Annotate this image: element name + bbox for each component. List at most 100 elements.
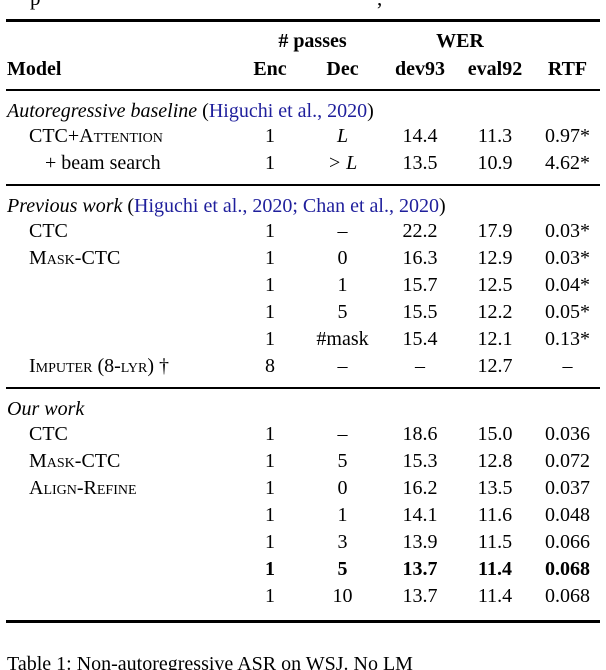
table-top-rule — [6, 19, 600, 22]
header-eval92: eval92 — [467, 58, 523, 80]
cell-model — [7, 583, 240, 610]
cell-eval92: 12.1 — [477, 328, 513, 350]
section-heading-text: ) — [439, 195, 446, 217]
cell-rtf: 0.03* — [545, 247, 590, 269]
cell-eval92: 10.9 — [477, 152, 513, 174]
cell-dec: 0 — [337, 477, 348, 499]
cell-dev93: – — [415, 355, 425, 377]
table-row: 1 1 15.7 12.5 0.04* — [0, 272, 606, 299]
cell-dev93: 13.7 — [402, 558, 438, 580]
cell-dev93: 16.3 — [402, 247, 438, 269]
cell-eval92: 11.4 — [478, 558, 512, 580]
cell-rtf: 0.13* — [545, 328, 590, 350]
cell-model — [7, 299, 240, 326]
citation-link[interactable]: Higuchi et al., 2020 — [134, 195, 293, 217]
cell-dec: 3 — [337, 531, 348, 553]
cell-enc: 1 — [265, 477, 275, 499]
table-section: Previous work (Higuchi et al., 2020; Cha… — [0, 186, 606, 387]
cell-enc: 1 — [265, 247, 275, 269]
citation-link[interactable]: Chan et al., 2020 — [302, 195, 439, 217]
cell-eval92: 13.5 — [477, 477, 513, 499]
header-enc: Enc — [253, 58, 287, 80]
header-dec: Dec — [326, 58, 359, 80]
cell-rtf: 4.62* — [545, 152, 590, 174]
cell-rtf: 0.068 — [545, 585, 590, 607]
cell-dec: 10 — [332, 585, 353, 607]
cell-model: Imputer (8-lyr) † — [29, 355, 170, 377]
table-row: Mask-CTC 1 5 15.3 12.8 0.072 — [0, 448, 606, 475]
cell-model: CTC+Attention — [29, 125, 163, 147]
cell-rtf: 0.068 — [545, 558, 590, 580]
header-wer-group: WER — [436, 30, 484, 52]
cell-dev93: 14.4 — [402, 125, 438, 147]
cell-dec: 1 — [337, 504, 348, 526]
cell-eval92: 11.5 — [477, 531, 513, 553]
cell-enc: 1 — [265, 531, 275, 553]
table-row: Imputer (8-lyr) † 8 – – 12.7 – — [0, 353, 606, 380]
clipped-glyph: , — [377, 0, 382, 11]
table-bottom-rule — [6, 620, 600, 623]
cell-dec: 5 — [337, 558, 348, 580]
cell-rtf: 0.072 — [545, 450, 590, 472]
cell-eval92: 12.2 — [477, 301, 513, 323]
cell-dec: – — [337, 355, 348, 377]
cell-dev93: 22.2 — [402, 220, 438, 242]
table-row: Mask-CTC 1 0 16.3 12.9 0.03* — [0, 245, 606, 272]
table-row: Align-Refine 1 0 16.2 13.5 0.037 — [0, 475, 606, 502]
cell-eval92: 11.6 — [477, 504, 513, 526]
cell-enc: 1 — [265, 274, 275, 296]
section-heading-text: Autoregressive baseline — [7, 100, 198, 122]
table-header-group-row: # passes WER — [0, 27, 606, 55]
cell-rtf: 0.03* — [545, 220, 590, 242]
table-caption: Table 1: Non-autoregressive ASR on WSJ. … — [7, 653, 413, 670]
cell-model — [7, 326, 240, 353]
citation-link[interactable]: Higuchi et al., 2020 — [208, 100, 368, 122]
cell-eval92: 11.4 — [477, 585, 513, 607]
cell-rtf: 0.048 — [545, 504, 590, 526]
cell-dec: – — [337, 220, 348, 242]
cell-rtf: 0.05* — [545, 301, 590, 323]
cell-enc: 1 — [265, 220, 275, 242]
cell-model: Mask-CTC — [29, 450, 121, 472]
cell-dev93: 16.2 — [402, 477, 438, 499]
cell-model — [7, 529, 240, 556]
cell-dec: 0 — [337, 247, 348, 269]
header-spacer — [7, 27, 240, 55]
cell-eval92: 11.3 — [477, 125, 513, 147]
header-dev93: dev93 — [395, 58, 445, 80]
cell-rtf: – — [562, 355, 573, 377]
table-mid-rule — [6, 387, 600, 389]
section-heading: Our work — [0, 389, 606, 421]
cell-enc: 1 — [265, 301, 275, 323]
table-row: CTC 1 – 18.6 15.0 0.036 — [0, 421, 606, 448]
cell-dec: #mask — [316, 328, 369, 350]
cell-dev93: 15.3 — [402, 450, 438, 472]
section-heading-text: ( — [122, 195, 135, 217]
cell-enc: 1 — [265, 152, 275, 174]
cell-rtf: 0.037 — [545, 477, 590, 499]
table-row: CTC 1 – 22.2 17.9 0.03* — [0, 218, 606, 245]
cell-dev93: 15.5 — [402, 301, 438, 323]
section-heading-text: ; — [292, 195, 303, 217]
table-row: 1 3 13.9 11.5 0.066 — [0, 529, 606, 556]
table-row: 1 5 15.5 12.2 0.05* — [0, 299, 606, 326]
cell-enc: 1 — [265, 328, 275, 350]
cell-dev93: 18.6 — [402, 423, 438, 445]
cell-enc: 1 — [265, 423, 275, 445]
cell-model — [7, 556, 240, 583]
section-heading: Previous work (Higuchi et al., 2020; Cha… — [0, 186, 606, 218]
cell-dec: 1 — [337, 274, 348, 296]
cell-dec: – — [337, 423, 348, 445]
cell-enc: 1 — [265, 504, 275, 526]
cell-dec: 5 — [337, 301, 348, 323]
cell-eval92: 12.8 — [477, 450, 513, 472]
clipped-text-line-above: p , — [0, 0, 606, 19]
cell-dev93: 13.5 — [402, 152, 438, 174]
cell-model — [7, 502, 240, 529]
table-row: 1 1 14.1 11.6 0.048 — [0, 502, 606, 529]
cell-model: CTC — [29, 220, 68, 242]
cell-eval92: 12.9 — [477, 247, 513, 269]
cell-enc: 1 — [265, 585, 275, 607]
cell-eval92: 17.9 — [477, 220, 513, 242]
cell-dec: L — [336, 125, 349, 147]
